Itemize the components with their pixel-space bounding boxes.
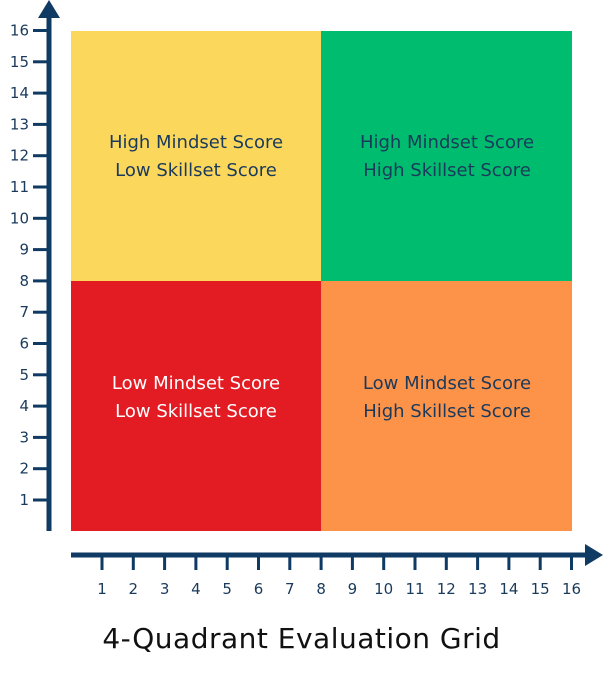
y-tick-label: 15 [10, 53, 29, 71]
y-tick-label: 3 [19, 428, 29, 446]
x-tick-label: 11 [405, 580, 424, 598]
y-tick-label: 2 [19, 460, 29, 478]
x-axis-arrow-icon [585, 544, 603, 566]
quadrant-top-left-line2: Low Skillset Score [115, 160, 277, 181]
quadrant-top-right-line1: High Mindset Score [360, 132, 534, 153]
y-tick-label: 11 [10, 178, 29, 196]
x-tick-label: 3 [160, 580, 170, 598]
quadrant-bottom-right-line1: Low Mindset Score [363, 373, 531, 394]
x-tick-label: 7 [285, 580, 295, 598]
y-tick-label: 4 [19, 397, 29, 415]
x-tick-label: 16 [562, 580, 581, 598]
quadrant-bottom-right-line2: High Skillset Score [363, 401, 531, 422]
y-tick-label: 12 [10, 147, 29, 165]
y-tick-label: 10 [10, 209, 29, 227]
x-tick-label: 10 [374, 580, 393, 598]
y-tick-label: 14 [10, 84, 29, 102]
quadrant-bottom-left-line2: Low Skillset Score [115, 401, 277, 422]
x-tick-label: 15 [531, 580, 550, 598]
y-tick-label: 16 [10, 22, 29, 40]
quadrant-top-right-line2: High Skillset Score [363, 160, 531, 181]
x-tick-label: 2 [129, 580, 139, 598]
y-tick-label: 1 [19, 491, 29, 509]
y-axis-arrow-icon [38, 0, 60, 18]
y-tick-label: 7 [19, 303, 29, 321]
x-tick-label: 8 [316, 580, 326, 598]
x-tick-label: 5 [222, 580, 232, 598]
x-tick-label: 1 [97, 580, 107, 598]
x-axis-ticks: 1 2 3 4 5 6 7 8 9 10 11 12 13 14 15 16 [97, 557, 581, 598]
x-tick-label: 13 [468, 580, 487, 598]
quadrant-top-right [321, 31, 572, 281]
y-tick-label: 13 [10, 115, 29, 133]
quadrant-bottom-left-line1: Low Mindset Score [112, 373, 280, 394]
y-tick-label: 8 [19, 272, 29, 290]
x-tick-label: 4 [191, 580, 201, 598]
quadrant-bottom-left [71, 281, 321, 531]
y-tick-label: 9 [19, 241, 29, 259]
quadrant-bottom-right [321, 281, 572, 531]
quadrant-top-left [71, 31, 321, 281]
y-tick-label: 6 [19, 335, 29, 353]
x-tick-label: 12 [437, 580, 456, 598]
x-tick-label: 6 [254, 580, 264, 598]
y-tick-label: 5 [19, 366, 29, 384]
quadrant-top-left-line1: High Mindset Score [109, 132, 283, 153]
x-tick-label: 9 [348, 580, 358, 598]
x-tick-label: 14 [499, 580, 518, 598]
axes [38, 0, 603, 566]
grid-caption: 4-Quadrant Evaluation Grid [102, 622, 501, 655]
